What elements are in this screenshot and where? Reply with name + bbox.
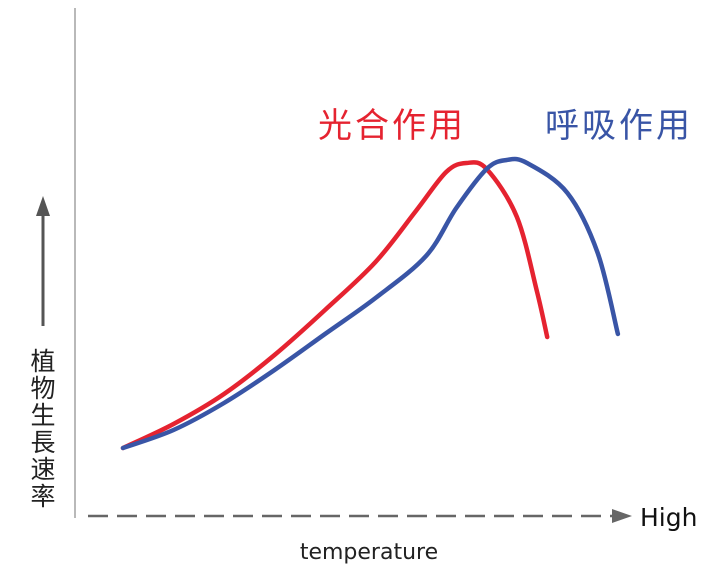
y-axis-label-char: 物: [30, 374, 55, 403]
y-axis-label: 植物生長速率: [30, 347, 55, 511]
x-axis-label: temperature: [300, 540, 438, 565]
series-label-photosynthesis: 光合作用: [318, 106, 466, 146]
x-axis-end-label: High: [640, 503, 697, 532]
y-axis-label-char: 生: [30, 401, 55, 430]
y-axis-label-char: 率: [30, 482, 55, 511]
series-line-photosynthesis: [120, 160, 550, 451]
y-axis-label-char: 長: [30, 428, 55, 457]
y-axis-label-char: 植: [30, 347, 55, 376]
series-label-respiration: 呼吸作用: [545, 106, 693, 146]
y-axis-label-char: 速: [30, 455, 55, 484]
x-axis-arrow-head: [612, 509, 632, 523]
y-axis-arrow-head: [36, 196, 50, 216]
series-line-respiration: [120, 156, 621, 451]
